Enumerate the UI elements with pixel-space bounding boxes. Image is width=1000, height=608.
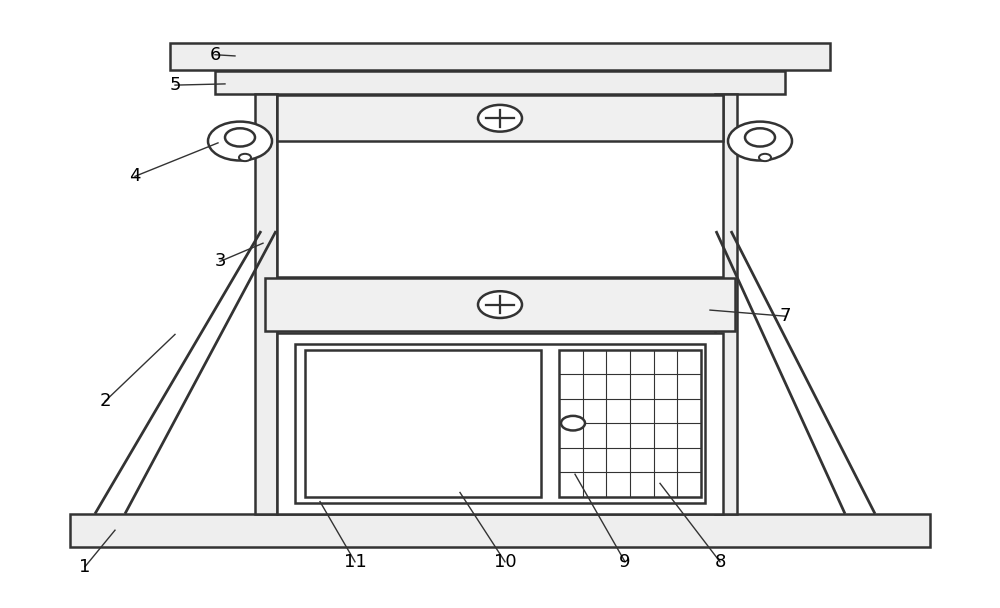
Bar (215, 71, 785, 94)
Bar (170, 43, 830, 70)
Bar (277, 95, 723, 277)
Bar (70, 514, 930, 547)
Text: 10: 10 (494, 553, 516, 571)
Text: 7: 7 (779, 307, 791, 325)
Bar (265, 278, 735, 331)
Text: 9: 9 (619, 553, 631, 571)
Circle shape (225, 128, 255, 147)
Circle shape (478, 291, 522, 318)
Bar (305, 350, 541, 497)
Circle shape (745, 128, 775, 147)
Text: 1: 1 (79, 558, 91, 576)
Bar (746, 131, 774, 138)
Bar (277, 95, 723, 141)
Circle shape (208, 122, 272, 161)
Text: 4: 4 (129, 167, 141, 185)
Circle shape (561, 416, 585, 430)
Text: 6: 6 (209, 46, 221, 64)
Bar (226, 131, 254, 138)
Text: 8: 8 (714, 553, 726, 571)
Text: 11: 11 (344, 553, 366, 571)
Bar (715, 94, 737, 514)
Bar (559, 350, 701, 497)
Text: 2: 2 (99, 392, 111, 410)
Circle shape (478, 105, 522, 132)
Circle shape (728, 122, 792, 161)
Text: 3: 3 (214, 252, 226, 271)
Bar (295, 344, 705, 503)
Bar (255, 94, 277, 514)
Bar (277, 333, 723, 514)
Text: 5: 5 (169, 76, 181, 94)
Circle shape (759, 154, 771, 161)
Circle shape (239, 154, 251, 161)
